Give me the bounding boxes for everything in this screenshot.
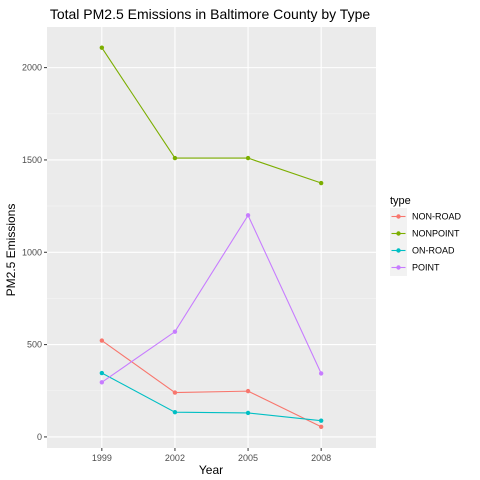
legend-title: type <box>390 195 411 207</box>
x-tick-label: 2008 <box>311 453 331 463</box>
series-line <box>101 214 322 383</box>
data-point <box>99 380 105 385</box>
series-points <box>99 45 324 429</box>
data-point <box>245 410 251 416</box>
plot-panel <box>47 27 376 448</box>
x-axis: 1999 2002 2005 2008 <box>92 448 331 463</box>
data-point <box>318 424 324 429</box>
data-point <box>318 180 324 186</box>
data-point <box>245 213 251 218</box>
legend-key-point <box>396 265 401 270</box>
legend-items: NON-ROAD NONPOINT ON-ROAD POINT <box>390 208 461 276</box>
y-tick-label: 1000 <box>22 247 42 257</box>
data-point <box>99 370 105 376</box>
legend-label: ON-ROAD <box>412 246 455 256</box>
major-gridlines <box>47 27 376 448</box>
data-point <box>318 418 324 423</box>
series-line <box>101 47 322 184</box>
chart-title: Total PM2.5 Emissions in Baltimore Count… <box>50 6 371 22</box>
data-point <box>318 371 324 376</box>
data-point <box>99 338 105 343</box>
x-axis-title: Year <box>199 463 223 477</box>
legend-key-point <box>396 248 401 253</box>
legend: type NON-ROAD NONPOINT ON-ROAD POINT <box>390 195 461 276</box>
series-lines <box>101 47 322 428</box>
y-tick-label: 2000 <box>22 63 42 73</box>
data-point <box>172 155 178 161</box>
data-point <box>99 45 105 50</box>
data-point <box>245 388 251 394</box>
legend-key-point <box>396 231 401 236</box>
y-tick-label: 500 <box>27 340 42 350</box>
legend-key-point <box>396 214 401 219</box>
data-point <box>172 329 178 334</box>
y-axis: 0 500 1000 1500 2000 <box>22 63 47 442</box>
series-line <box>101 372 322 422</box>
x-tick-label: 2005 <box>238 453 258 463</box>
legend-label: NON-ROAD <box>412 212 461 222</box>
y-axis-title: PM2.5 Emissions <box>4 204 18 297</box>
y-tick-label: 0 <box>37 432 42 442</box>
y-tick-label: 1500 <box>22 155 42 165</box>
series-line <box>101 340 322 428</box>
x-tick-label: 1999 <box>92 453 112 463</box>
x-tick-label: 2002 <box>165 453 185 463</box>
data-point <box>172 409 178 415</box>
legend-label: POINT <box>412 263 440 273</box>
legend-label: NONPOINT <box>412 229 460 239</box>
data-point <box>245 155 251 161</box>
data-point <box>172 390 178 395</box>
